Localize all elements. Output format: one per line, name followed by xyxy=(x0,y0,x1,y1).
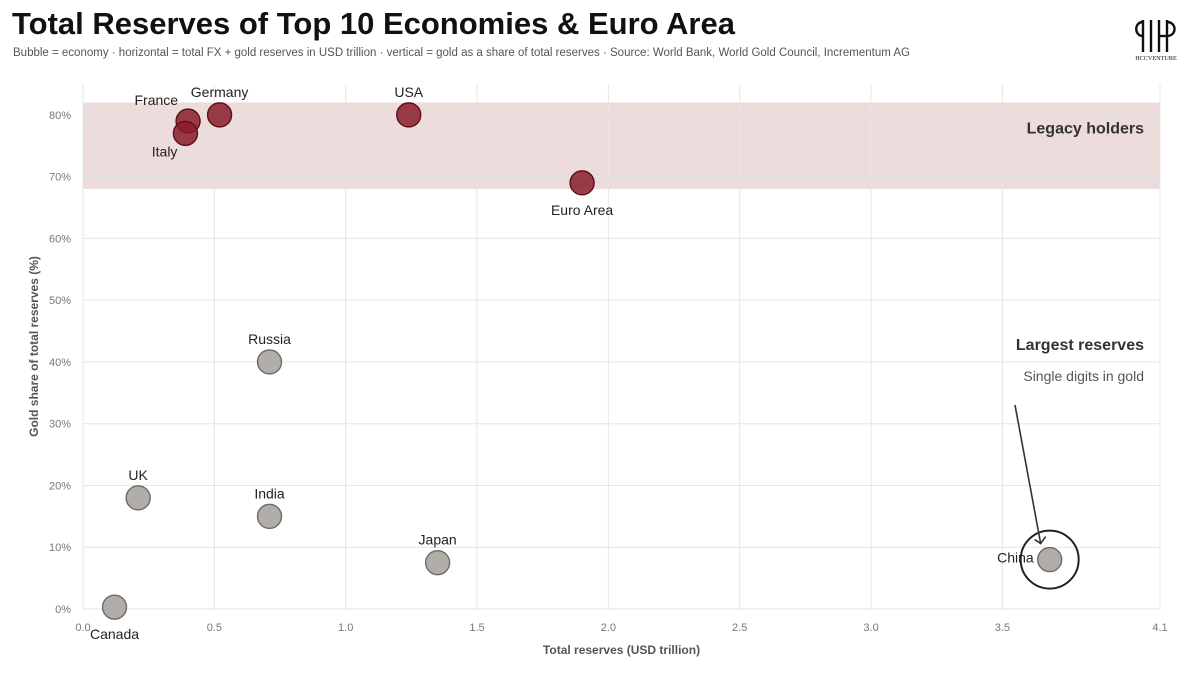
annotation-arrow-head xyxy=(1034,536,1047,545)
legacy-band xyxy=(83,102,1160,189)
y-tick-label: 20% xyxy=(49,480,71,492)
bubble-germany xyxy=(206,102,233,128)
label-russia: Russia xyxy=(248,331,291,347)
x-tick-label: 3.5 xyxy=(995,622,1010,634)
x-tick-label: 0.5 xyxy=(207,622,222,634)
chart-title: Total Reserves of Top 10 Economies & Eur… xyxy=(12,6,735,41)
y-tick-label: 30% xyxy=(49,419,71,431)
bubble-china xyxy=(1036,546,1063,573)
label-canada: Canada xyxy=(90,626,139,642)
label-france: France xyxy=(134,92,178,108)
x-tick-label: 2.5 xyxy=(732,622,747,634)
label-china: China xyxy=(997,550,1034,566)
x-tick-label: 0.0 xyxy=(75,622,90,634)
x-tick-label: 2.0 xyxy=(601,622,616,634)
y-tick-label: 60% xyxy=(49,233,71,245)
annotation-title: Largest reserves xyxy=(1016,337,1144,354)
chart-subtitle: Bubble = economy · horizontal = total FX… xyxy=(13,47,910,59)
bubble-euro-area xyxy=(569,170,595,196)
x-tick-label: 1.0 xyxy=(338,622,353,634)
band-label: Legacy holders xyxy=(1027,121,1144,138)
x-tick-label: 1.5 xyxy=(469,622,484,634)
x-axis-title: Total reserves (USD trillion) xyxy=(543,643,700,657)
bubble-canada xyxy=(101,594,128,620)
y-tick-label: 0% xyxy=(55,604,71,616)
label-uk: UK xyxy=(128,467,148,483)
y-tick-label: 10% xyxy=(49,542,71,554)
label-germany: Germany xyxy=(191,84,249,100)
x-tick-label: 4.1 xyxy=(1152,622,1167,634)
bubble-uk xyxy=(125,485,151,511)
label-usa: USA xyxy=(394,84,423,100)
bubble-usa xyxy=(396,102,422,128)
bubble-india xyxy=(256,503,283,530)
bubble-italy xyxy=(172,120,199,147)
label-euro-area: Euro Area xyxy=(551,202,613,218)
annotation-text: Single digits in gold xyxy=(1023,368,1144,384)
label-italy: Italy xyxy=(152,143,178,159)
y-tick-label: 50% xyxy=(49,295,71,307)
brand-logo: HCCVENTURE xyxy=(1135,20,1177,62)
y-axis-title: Gold share of total reserves (%) xyxy=(27,256,41,437)
y-tick-label: 40% xyxy=(49,357,71,369)
annotation-arrow-line xyxy=(1014,404,1042,544)
label-japan: Japan xyxy=(419,532,457,548)
y-tick-label: 80% xyxy=(49,110,71,122)
label-india: India xyxy=(254,485,285,501)
bubble-japan xyxy=(424,549,451,576)
y-tick-label: 70% xyxy=(49,172,71,184)
logo-wordmark: HCCVENTURE xyxy=(1135,55,1177,62)
highlight-ring xyxy=(1019,529,1080,590)
x-tick-label: 3.0 xyxy=(863,622,878,634)
bubble-russia xyxy=(256,349,283,375)
